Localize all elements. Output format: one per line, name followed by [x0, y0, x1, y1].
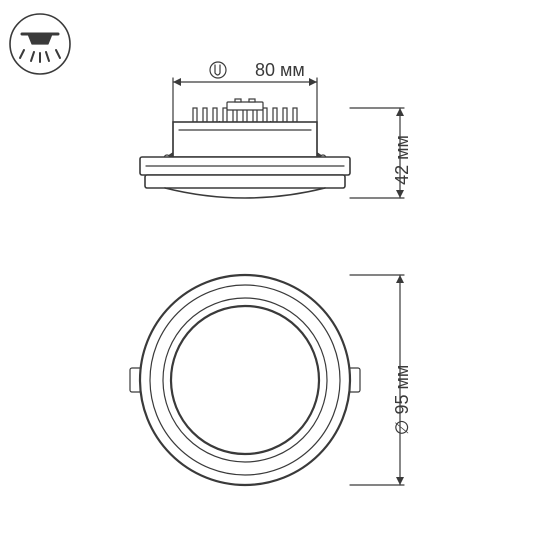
side-elevation	[140, 99, 350, 198]
dim-hole-label: 80 мм	[255, 60, 305, 80]
dim-diameter-label: ∅ 95 мм	[392, 365, 412, 435]
downlight-type-icon	[10, 14, 70, 74]
front-plan-view	[130, 275, 360, 485]
dim-height-label: 42 мм	[392, 135, 412, 185]
